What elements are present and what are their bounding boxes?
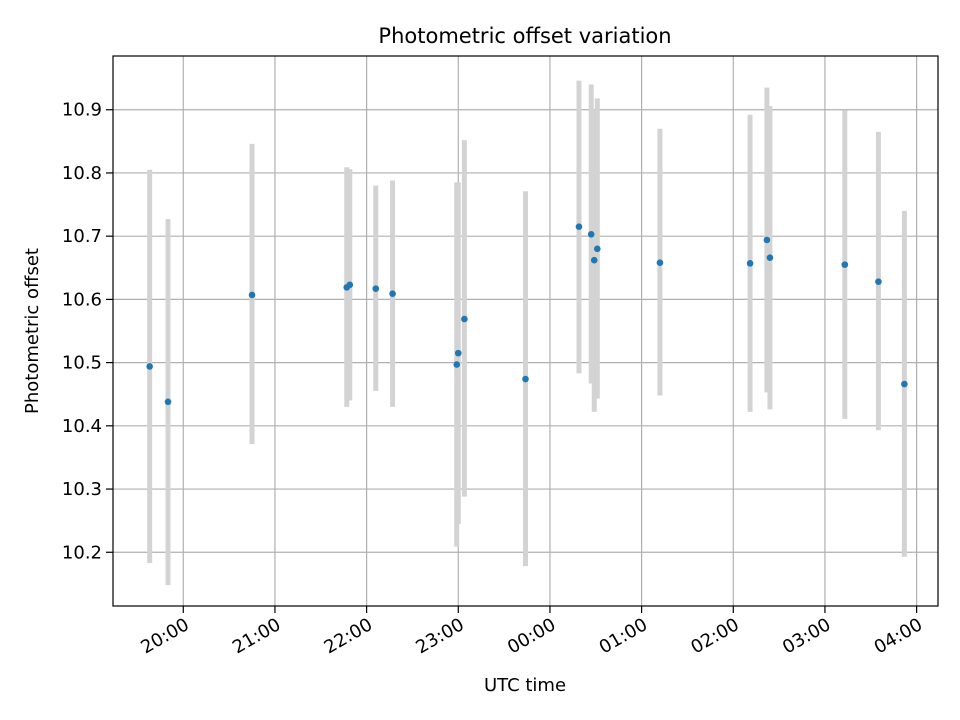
y-tick-label: 10.2 [62, 542, 102, 563]
y-tick-label: 10.6 [62, 289, 102, 310]
data-point [454, 349, 462, 357]
plot-frame [112, 55, 939, 607]
data-point [146, 363, 153, 370]
y-axis-ticks: 10.2 10.3 10.4 10.5 10.6 10.7 10.8 10.9 [62, 100, 113, 563]
x-axis-label: UTC time [484, 675, 566, 696]
data-point [461, 315, 468, 323]
data-point [594, 245, 601, 253]
y-tick-label: 10.4 [62, 416, 102, 437]
data-point [901, 380, 908, 388]
data-point [875, 278, 882, 285]
data-point [372, 285, 380, 292]
data-point [389, 290, 396, 298]
data-point [656, 259, 664, 267]
data-point [841, 261, 849, 268]
data-point [453, 361, 461, 368]
data-point [164, 398, 172, 406]
y-tick-label: 10.7 [62, 226, 102, 247]
y-tick-label: 10.8 [62, 163, 102, 184]
data-point [587, 230, 595, 238]
y-tick-label: 10.5 [62, 353, 102, 374]
data-points [146, 223, 908, 406]
data-point [522, 375, 529, 383]
data-point [763, 236, 771, 244]
data-point [575, 223, 583, 230]
chart-title: Photometric offset variation [378, 24, 671, 48]
data-point [746, 260, 754, 267]
y-tick-label: 10.9 [62, 100, 102, 121]
y-tick-label: 10.3 [62, 479, 102, 500]
data-point [590, 256, 598, 264]
data-point [248, 291, 256, 299]
y-axis-label: Photometric offset [22, 248, 43, 414]
data-point [766, 254, 774, 261]
data-point [346, 281, 354, 289]
